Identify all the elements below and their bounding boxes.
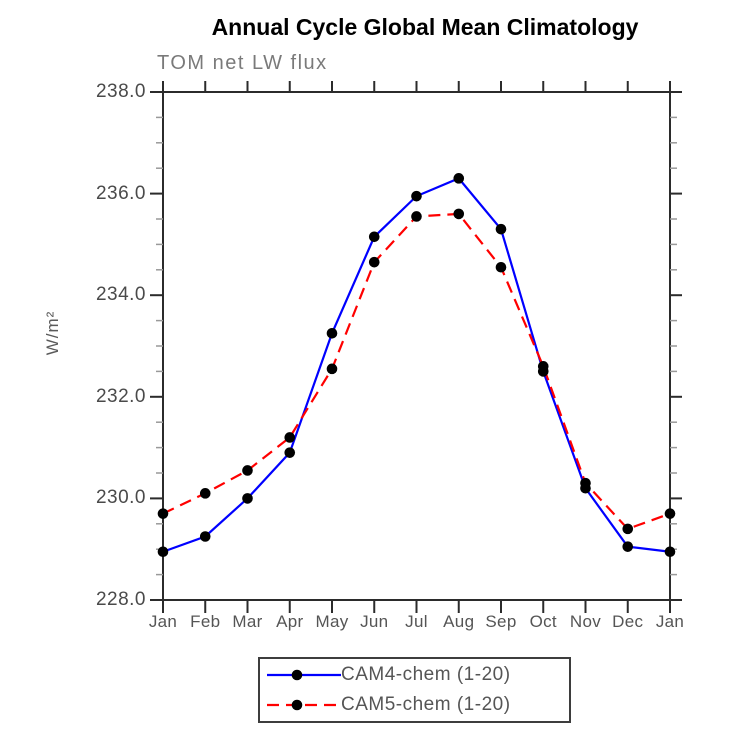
legend-line-sample-cam4 xyxy=(267,669,341,681)
legend-entry-cam5: CAM5-chem (1-20) xyxy=(267,690,569,720)
x-tick-label: Nov xyxy=(569,612,602,631)
x-tick-label: Jul xyxy=(405,612,428,631)
x-tick-label: Mar xyxy=(232,612,263,631)
y-tick-label: 238.0 xyxy=(95,81,146,102)
chart-subtitle: TOM net LW flux xyxy=(157,52,328,74)
x-tick-label: Sep xyxy=(485,612,517,631)
x-tick-label: Apr xyxy=(276,612,304,631)
x-tick-label: May xyxy=(315,612,349,631)
y-tick-label: 232.0 xyxy=(95,385,146,407)
y-tick-label: 236.0 xyxy=(95,182,146,204)
y-tick-label: 230.0 xyxy=(95,487,146,509)
y-tick-label: 228.0 xyxy=(95,589,146,610)
x-tick-label: Dec xyxy=(612,612,644,631)
x-tick-label: Jan xyxy=(148,612,178,631)
x-tick-label: Oct xyxy=(529,612,557,631)
x-tick-label: Feb xyxy=(190,612,221,631)
legend-line-sample-cam5 xyxy=(267,699,341,711)
legend-box: CAM4-chem (1-20) CAM5-chem (1-20) xyxy=(258,657,571,723)
legend-label-cam5: CAM5-chem (1-20) xyxy=(341,694,511,715)
y-tick-label: 234.0 xyxy=(95,284,146,306)
legend-label-cam4: CAM4-chem (1-20) xyxy=(341,664,511,685)
x-tick-label: Aug xyxy=(443,612,475,631)
legend-entry-cam4: CAM4-chem (1-20) xyxy=(267,660,569,690)
chart-title: Annual Cycle Global Mean Climatology xyxy=(211,14,639,40)
x-tick-label: Jan xyxy=(655,612,685,631)
x-tick-label: Jun xyxy=(360,612,389,631)
